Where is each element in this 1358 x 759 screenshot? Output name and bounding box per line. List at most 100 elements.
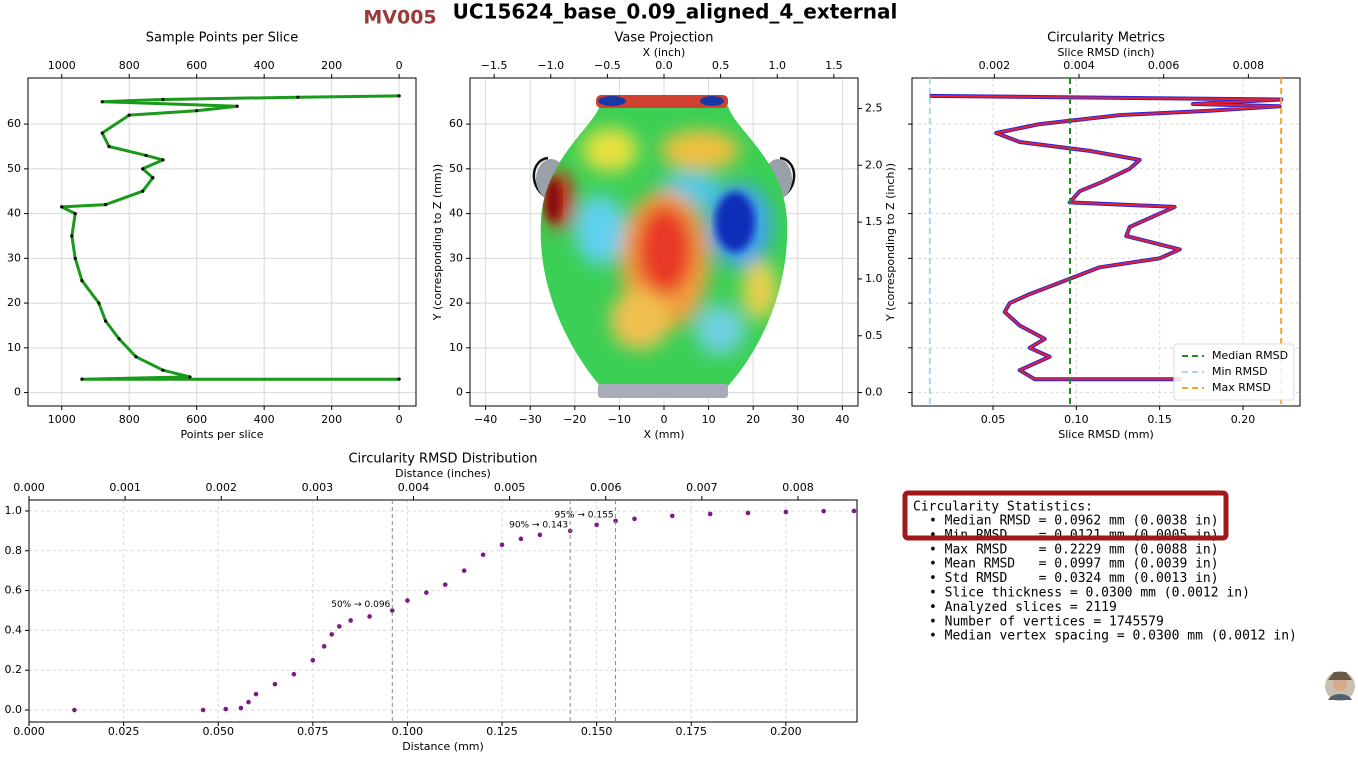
y-tick-label: 0 [14, 386, 21, 399]
x-tick-label: 0 [661, 413, 668, 426]
x-tick-label: 40 [835, 413, 849, 426]
x-tick-label: 0.125 [486, 725, 518, 738]
point [310, 657, 316, 663]
x-tick-label: 0.100 [392, 725, 424, 738]
point [272, 681, 278, 687]
x2-tick-label: 0.002 [979, 59, 1011, 72]
badge: MV005 [363, 7, 436, 29]
point [337, 624, 342, 629]
point [783, 509, 789, 515]
x-axis-label: Points per slice [181, 428, 264, 441]
y-tick-label: 0.4 [5, 623, 23, 636]
point [127, 113, 131, 117]
x2-tick-label: −1.0 [537, 59, 564, 72]
point [389, 608, 395, 613]
y-tick-label: 10 [449, 341, 463, 354]
point [594, 522, 599, 528]
x-top-tick-label: 200 [321, 59, 342, 72]
point [80, 279, 84, 283]
point [405, 598, 410, 603]
stat-line: • Number of vertices = 1745579 [929, 614, 1164, 629]
axes-frame [469, 77, 859, 407]
point [104, 319, 108, 323]
y-tick-label: 60 [449, 117, 463, 130]
series-line [60, 94, 400, 381]
x-tick-label: 0.175 [675, 725, 707, 738]
point [499, 542, 505, 548]
point [442, 582, 448, 587]
y2-axis-label: Y (corresponding to Z (inch)) [884, 163, 897, 322]
point [851, 508, 857, 514]
stat-line: • Median vertex spacing = 0.0300 mm (0.0… [929, 629, 1297, 644]
series-line-overlay [929, 94, 1283, 381]
x-tick-label: 0.075 [297, 725, 329, 738]
point [134, 355, 138, 359]
x2-tick-label: 0.006 [1148, 59, 1180, 72]
point [397, 94, 401, 98]
x2-tick-label: −0.5 [594, 59, 621, 72]
x-axis-label: Distance (mm) [402, 740, 484, 753]
x2-tick-label: 0.007 [686, 481, 718, 494]
x2-tick-label: 0.004 [1063, 59, 1095, 72]
x-tick-label: 0.000 [13, 725, 45, 738]
x-top-tick-label: 800 [119, 59, 140, 72]
highlight-box [902, 490, 1229, 541]
point [397, 377, 401, 381]
point [188, 375, 192, 379]
point [161, 368, 165, 372]
y2-tick-label: 0.0 [865, 386, 883, 399]
y2-tick-label: 1.5 [865, 215, 883, 228]
x2-tick-label: 0.008 [1233, 59, 1265, 72]
y-tick-label: 60 [7, 117, 21, 130]
stat-line: • Median RMSD = 0.0962 mm (0.0038 in) [929, 514, 1219, 529]
chart-title: Sample Points per Slice [146, 31, 298, 46]
x2-tick-label: 1.5 [825, 59, 843, 72]
x-tick-label: 0.10 [1064, 413, 1089, 426]
y2-tick-label: 2.5 [865, 101, 883, 114]
stats-title: Circularity Statistics: [913, 500, 1093, 515]
x-tick-label: 0.15 [1147, 413, 1172, 426]
avatar [1325, 671, 1355, 701]
point [104, 203, 108, 207]
point [60, 205, 64, 209]
point [670, 513, 675, 519]
point [161, 158, 165, 162]
legend-box [1173, 343, 1295, 401]
point [151, 176, 155, 180]
y-tick-label: 40 [449, 207, 463, 220]
point [223, 706, 229, 712]
annotation: 95% → 0.155 [555, 510, 614, 520]
point [161, 97, 165, 102]
point [117, 337, 121, 341]
point [537, 532, 543, 538]
y2-tick-label: 1.0 [865, 272, 883, 285]
x-tick-label: 0.20 [1231, 413, 1256, 426]
x-tick-label: 0.200 [770, 725, 802, 738]
x-tick-label: 0.05 [981, 413, 1006, 426]
x2-tick-label: 0.005 [494, 481, 526, 494]
series-line [929, 93, 1284, 382]
point [461, 568, 467, 573]
point [348, 618, 353, 623]
y-tick-label: 50 [7, 162, 21, 175]
y-axis-label: Y (corresponding to Z (mm)) [431, 164, 444, 321]
point [238, 705, 244, 711]
chart-title: Circularity RMSD Distribution [348, 452, 537, 467]
point [480, 552, 486, 558]
x-tick-label: 0.150 [581, 725, 613, 738]
point [821, 508, 826, 514]
point [200, 707, 206, 713]
y-tick-label: 50 [449, 162, 463, 175]
x2-tick-label: 0.003 [302, 481, 334, 494]
point [141, 189, 145, 193]
point [424, 590, 429, 595]
point [107, 144, 111, 149]
y-tick-label: 0.6 [5, 584, 23, 597]
x-tick-label: 30 [791, 413, 805, 426]
point [253, 691, 259, 697]
x-tick-label: 1000 [48, 413, 76, 426]
point [613, 518, 618, 524]
x-tick-label: −30 [519, 413, 542, 426]
x-tick-label: 20 [746, 413, 760, 426]
point [329, 632, 335, 637]
